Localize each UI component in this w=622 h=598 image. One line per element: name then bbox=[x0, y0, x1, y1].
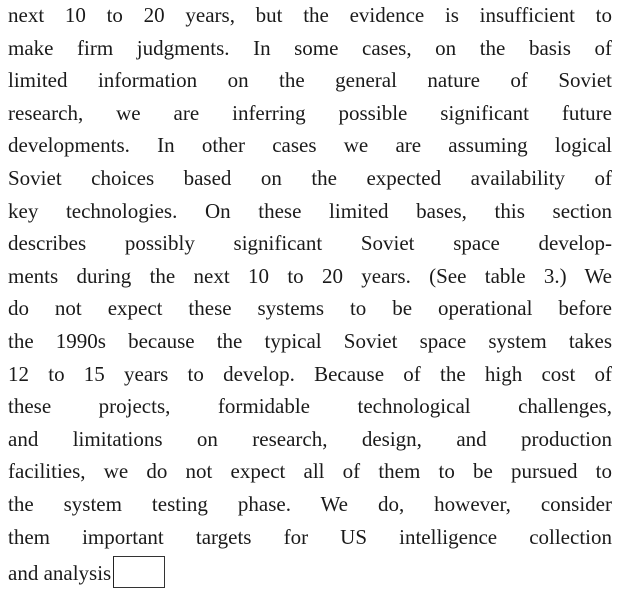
text-line: 12 to 15 years to develop. Because of th… bbox=[8, 361, 612, 387]
line-text: describes possibly significant Soviet sp… bbox=[8, 231, 612, 256]
text-line: them important targets for US intelligen… bbox=[8, 524, 612, 550]
line-text: next 10 to 20 years, but the evidence is… bbox=[8, 3, 612, 27]
text-line: and limitations on research, design, and… bbox=[8, 426, 612, 452]
line-text: 12 to 15 years to develop. Because of th… bbox=[8, 361, 612, 386]
line-text: Soviet choices based on the expected ava… bbox=[8, 166, 612, 190]
text-line: the system testing phase. We do, however… bbox=[8, 491, 612, 517]
redaction-box bbox=[113, 556, 166, 589]
text-line: key technologies. On these limited bases… bbox=[8, 198, 612, 224]
text-line: ments during the next 10 to 20 years. (S… bbox=[8, 263, 612, 289]
line-text: do not expect these systems to be operat… bbox=[8, 296, 612, 321]
line-text: and analysis bbox=[8, 561, 112, 586]
line-text: ments during the next 10 to 20 years. (S… bbox=[8, 263, 612, 288]
line-text: developments. In other cases we are assu… bbox=[8, 133, 612, 158]
text-line: Soviet choices based on the expected ava… bbox=[8, 165, 612, 191]
line-text: make firm judgments. In some cases, on t… bbox=[8, 35, 612, 60]
text-line: these projects, formidable technological… bbox=[8, 393, 612, 419]
line-text: the 1990s because the typical Soviet spa… bbox=[8, 329, 612, 353]
text-line: the 1990s because the typical Soviet spa… bbox=[8, 328, 612, 354]
line-text: key technologies. On these limited bases… bbox=[8, 198, 612, 223]
line-text: these projects, formidable technological… bbox=[8, 394, 612, 419]
text-line: next 10 to 20 years, but the evidence is… bbox=[8, 2, 612, 28]
line-text: facilities, we do not expect all of them… bbox=[8, 459, 612, 484]
line-text: them important targets for US intelligen… bbox=[8, 524, 612, 549]
line-text: research, we are inferring possible sign… bbox=[8, 100, 612, 125]
text-line: and analysis bbox=[8, 556, 612, 589]
text-line: research, we are inferring possible sign… bbox=[8, 100, 612, 126]
line-text: and limitations on research, design, and… bbox=[8, 426, 612, 451]
line-text: the system testing phase. We do, however… bbox=[8, 492, 612, 516]
text-line: limited information on the general natur… bbox=[8, 67, 612, 93]
text-line: describes possibly significant Soviet sp… bbox=[8, 230, 612, 256]
line-text: limited information on the general natur… bbox=[8, 68, 612, 93]
text-line: make firm judgments. In some cases, on t… bbox=[8, 35, 612, 61]
text-line: do not expect these systems to be operat… bbox=[8, 295, 612, 321]
text-line: developments. In other cases we are assu… bbox=[8, 132, 612, 158]
text-line: facilities, we do not expect all of them… bbox=[8, 458, 612, 484]
